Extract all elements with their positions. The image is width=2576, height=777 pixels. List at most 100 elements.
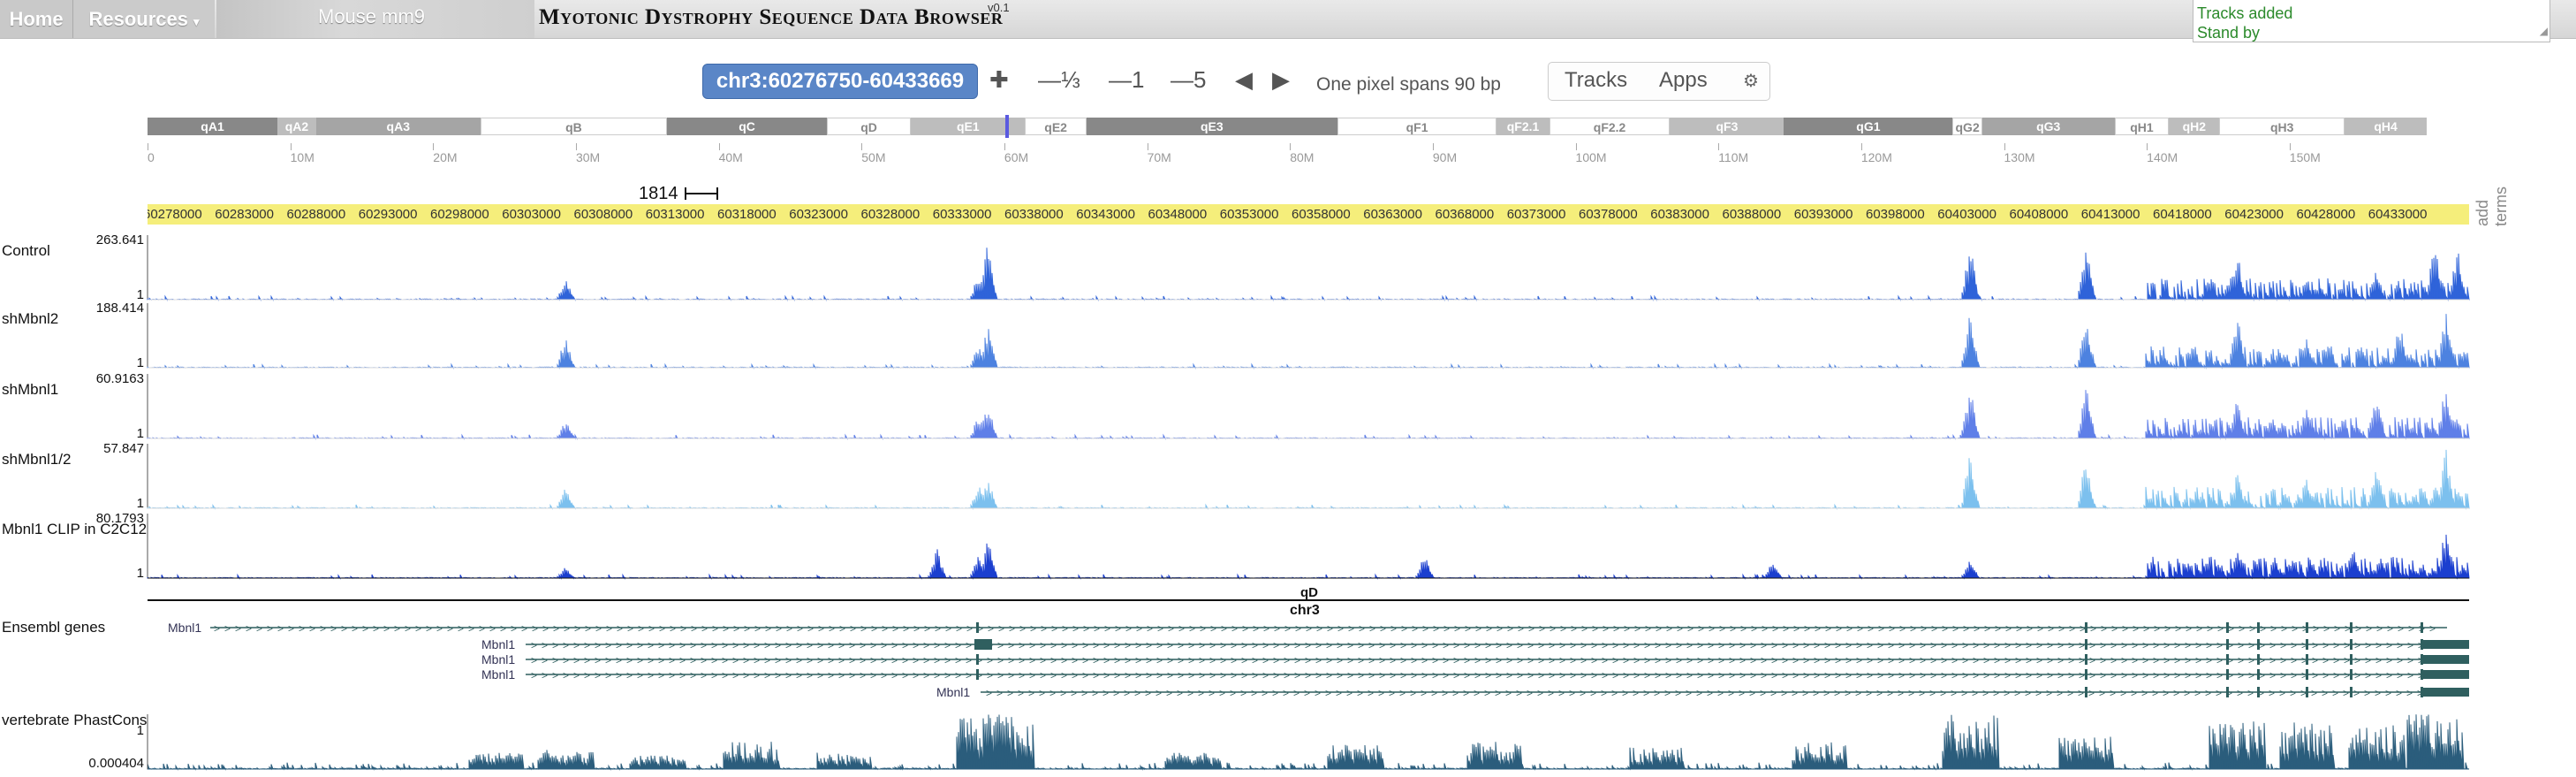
ideogram-band[interactable]: qF3	[1670, 118, 1784, 135]
zoom-out-1-button[interactable]: —1	[1109, 66, 1145, 93]
gene-strand-arrow: >	[2195, 654, 2201, 667]
gene-strand-arrow: >	[1951, 654, 1958, 667]
gene-strand-arrow: >	[1337, 654, 1343, 667]
gene-strand-arrow: >	[2291, 654, 2297, 667]
tracks-menu-button[interactable]: Tracks	[1565, 68, 1628, 92]
ruler-label: 60328000	[860, 207, 921, 222]
base-ruler[interactable]: 60278000 60283000 60288000 60293000 60298000…	[148, 204, 2469, 225]
ruler-label: 60288000	[286, 207, 346, 222]
ideogram-band[interactable]: qF2.2	[1549, 118, 1671, 135]
gene-strand-arrow: >	[1379, 654, 1385, 667]
ideogram-band[interactable]: qH1	[2114, 118, 2170, 135]
ideogram-band[interactable]: qH2	[2169, 118, 2220, 135]
gene-strand-arrow: >	[1527, 639, 1534, 651]
gene-strand-arrow: >	[2206, 654, 2212, 667]
ideogram-band[interactable]: qF2.1	[1496, 118, 1549, 135]
track-label[interactable]: shMbnl2	[2, 310, 59, 327]
gene-strand-arrow: >	[1665, 669, 1671, 682]
ideogram-band[interactable]: qG1	[1784, 118, 1953, 135]
ideogram-band[interactable]: qA1	[148, 118, 278, 135]
gene-strand-arrow: >	[2366, 622, 2372, 635]
gene-strand-arrow: >	[1346, 687, 1352, 699]
ideogram-band[interactable]: qA2	[277, 118, 316, 135]
track-label[interactable]: Ensembl genes	[2, 619, 106, 636]
track-label[interactable]: shMbnl1	[2, 381, 59, 398]
gene-strand-arrow: >	[860, 639, 866, 651]
gene-strand-arrow: >	[1814, 654, 1820, 667]
gene-exon	[2306, 622, 2308, 633]
gene-strand-arrow: >	[1485, 669, 1491, 682]
gene-strand-arrow: >	[1655, 622, 1662, 635]
pan-right-button[interactable]: ▶	[1272, 66, 1290, 93]
gene-strand-arrow: >	[754, 669, 760, 682]
gene-strand-arrow: >	[2397, 639, 2403, 651]
apps-menu-button[interactable]: Apps	[1659, 68, 1708, 92]
gene-label[interactable]: Mbnl1	[481, 637, 516, 651]
gene-label[interactable]: Mbnl1	[168, 621, 202, 635]
resources-menu[interactable]: Resources ▾	[73, 0, 215, 38]
track-label[interactable]: Mbnl1 CLIP in C2C12	[2, 521, 148, 537]
gene-strand-arrow: >	[743, 669, 749, 682]
ideogram-band[interactable]: qC	[667, 118, 827, 135]
gene-strand-arrow: >	[595, 622, 602, 635]
gene-strand-arrow: >	[2226, 687, 2232, 699]
gene-strand-arrow: >	[1560, 622, 1566, 635]
gene-strand-arrow: >	[2260, 622, 2266, 635]
ideogram-band[interactable]: qG2	[1952, 118, 1982, 135]
ideogram-band[interactable]: qF1	[1337, 118, 1497, 135]
gene-strand-arrow: >	[500, 622, 506, 635]
gene-strand-arrow: >	[732, 639, 739, 651]
ideogram-band[interactable]: qH3	[2219, 118, 2345, 135]
gene-strand-arrow: >	[616, 654, 622, 667]
gene-strand-arrow: >	[1771, 669, 1777, 682]
ideogram-band[interactable]: qD	[826, 118, 912, 135]
resize-handle-icon[interactable]: ◢	[2539, 25, 2548, 37]
ideogram-band[interactable]: qB	[480, 118, 668, 135]
ruler-label: 60308000	[573, 207, 633, 222]
gene-strand-arrow: >	[2090, 622, 2096, 635]
zoom-in-button[interactable]: ✚	[989, 66, 1009, 93]
ideogram-band[interactable]: qG3	[1981, 118, 2115, 135]
gene-exon	[2257, 687, 2260, 697]
zoom-out-third-button[interactable]: —⅓	[1038, 66, 1080, 93]
gene-strand-arrow: >	[1921, 622, 1927, 635]
gene-strand-arrow: >	[2078, 687, 2084, 699]
ideogram-band[interactable]: qH4	[2345, 118, 2427, 135]
gene-strand-arrow: >	[1877, 669, 1883, 682]
track-label[interactable]: shMbnl1/2	[2, 451, 72, 468]
pan-left-button[interactable]: ◀	[1235, 66, 1253, 93]
gene-strand-arrow: >	[542, 622, 549, 635]
ideogram-position-marker[interactable]	[1005, 115, 1009, 138]
location-box[interactable]: chr3:60276750-60433669	[702, 64, 978, 99]
gear-icon[interactable]: ⚙	[1743, 72, 1759, 91]
gene-strand-arrow: >	[669, 639, 675, 651]
gene-label[interactable]: Mbnl1	[936, 685, 971, 699]
gene-label[interactable]: Mbnl1	[481, 667, 516, 682]
gene-strand-arrow: >	[2068, 639, 2074, 651]
gene-strand-arrow: >	[1475, 622, 1481, 635]
gene-strand-arrow: >	[627, 622, 633, 635]
gene-strand-arrow: >	[1867, 654, 1873, 667]
gene-strand-arrow: >	[1857, 622, 1863, 635]
gene-strand-arrow: >	[1443, 669, 1449, 682]
gene-strand-arrow: >	[605, 669, 611, 682]
track-label[interactable]: Control	[2, 242, 50, 259]
gene-exon	[976, 622, 979, 633]
gene-strand-arrow: >	[637, 654, 643, 667]
gene-strand-arrow: >	[2175, 622, 2181, 635]
gene-strand-arrow: >	[2194, 687, 2201, 699]
chromosome-ideogram[interactable]: qA1 qA2 qA3 qB qC qD qE1 qE2 qE3 qF1 qF2.1 qF2.2 qF3…	[148, 118, 2427, 135]
ideogram-band[interactable]: qA3	[315, 118, 481, 135]
home-link[interactable]: Home	[0, 0, 73, 38]
zoom-out-5-button[interactable]: —5	[1171, 66, 1207, 93]
gene-strand-arrow: >	[2068, 654, 2074, 667]
ideogram-band[interactable]: qE3	[1086, 118, 1337, 135]
ideogram-band[interactable]: qE2	[1025, 118, 1087, 135]
gene-strand-arrow: >	[1739, 687, 1745, 699]
gene-label[interactable]: Mbnl1	[481, 652, 516, 667]
ideogram-band[interactable]: qE1	[911, 118, 1026, 135]
gene-strand-arrow: >	[2375, 687, 2381, 699]
gene-strand-arrow: >	[1050, 639, 1057, 651]
gene-strand-arrow: >	[1951, 669, 1958, 682]
track-label[interactable]: vertebrate PhastCons	[2, 712, 148, 728]
